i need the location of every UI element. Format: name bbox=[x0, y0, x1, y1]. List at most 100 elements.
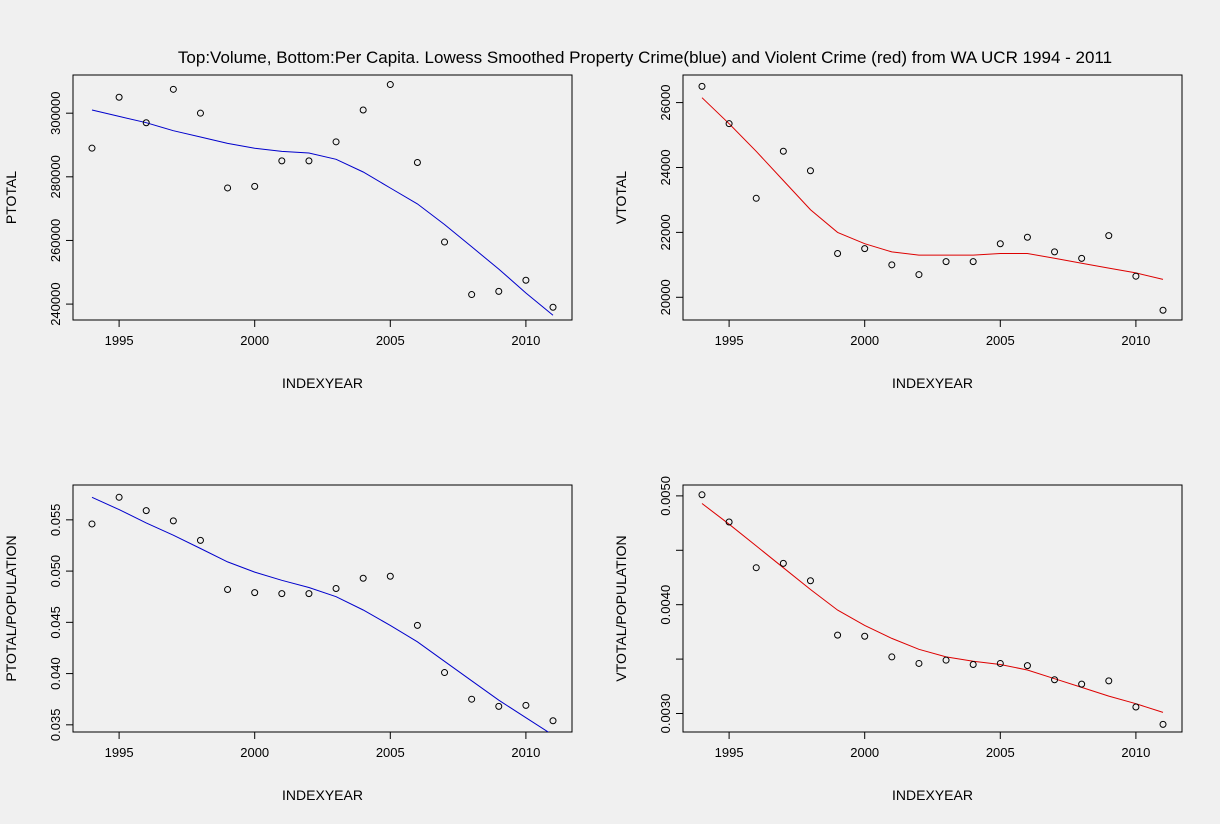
y-tick-label: 26000 bbox=[658, 85, 673, 121]
data-point bbox=[888, 653, 896, 661]
data-point bbox=[1051, 248, 1059, 256]
y-axis-label: PTOTAL bbox=[3, 171, 19, 224]
data-point bbox=[1023, 233, 1031, 241]
data-point bbox=[752, 564, 760, 572]
data-point bbox=[1105, 232, 1113, 240]
data-point bbox=[1023, 662, 1031, 670]
data-point bbox=[1159, 306, 1167, 314]
x-tick-label: 1995 bbox=[105, 745, 134, 760]
y-tick-label: 0.045 bbox=[48, 606, 63, 639]
lowess-line bbox=[701, 97, 1164, 280]
chart-ptotal: 1995 2000 2005 2010 240000 260000 280000 300000… bbox=[3, 74, 573, 391]
data-point bbox=[698, 82, 706, 90]
data-point bbox=[725, 518, 733, 526]
chart-vpercap: 1995 2000 2005 2010 0.0030 0.0040 0.0050 INDEXY… bbox=[613, 476, 1183, 803]
data-point bbox=[861, 245, 869, 253]
y-tick-label: 0.0050 bbox=[658, 476, 673, 516]
data-point bbox=[251, 589, 259, 597]
data-point bbox=[834, 249, 842, 257]
x-tick-label: 2005 bbox=[986, 745, 1015, 760]
data-point bbox=[332, 585, 340, 593]
x-tick-label: 1995 bbox=[105, 333, 134, 348]
data-point bbox=[834, 631, 842, 639]
x-tick-label: 1995 bbox=[715, 333, 744, 348]
data-point bbox=[305, 590, 313, 598]
y-tick-label: 0.055 bbox=[48, 504, 63, 537]
data-point bbox=[359, 574, 367, 582]
data-point bbox=[806, 577, 814, 585]
lowess-line bbox=[91, 496, 550, 732]
data-point bbox=[251, 182, 259, 190]
data-point bbox=[915, 271, 923, 279]
x-axis-label: INDEXYEAR bbox=[892, 375, 973, 391]
x-tick-label: 2000 bbox=[850, 745, 879, 760]
data-point bbox=[88, 144, 96, 152]
y-tick-label: 22000 bbox=[658, 214, 673, 250]
plot-frame bbox=[72, 74, 573, 321]
y-tick-label: 280000 bbox=[48, 155, 63, 198]
y-tick-label: 240000 bbox=[48, 282, 63, 325]
figure-title: Top:Volume, Bottom:Per Capita. Lowess Sm… bbox=[178, 48, 1112, 67]
y-axis-label: PTOTAL/POPULATION bbox=[3, 535, 19, 681]
data-point bbox=[305, 157, 313, 165]
data-point bbox=[169, 85, 177, 93]
data-point bbox=[224, 184, 232, 192]
x-tick-label: 1995 bbox=[715, 745, 744, 760]
data-point bbox=[413, 159, 421, 166]
data-point bbox=[725, 120, 733, 128]
y-axis-label: VTOTAL bbox=[613, 171, 629, 224]
plot-frame bbox=[682, 74, 1183, 321]
y-tick-label: 0.0030 bbox=[658, 694, 673, 734]
data-point bbox=[142, 507, 150, 515]
data-point bbox=[224, 586, 232, 594]
data-point bbox=[1105, 677, 1113, 685]
x-tick-label: 2010 bbox=[1121, 333, 1150, 348]
y-tick-label: 20000 bbox=[658, 279, 673, 315]
data-point bbox=[522, 701, 530, 709]
y-tick-label: 24000 bbox=[658, 149, 673, 185]
y-tick-label: 260000 bbox=[48, 219, 63, 262]
data-point bbox=[441, 669, 449, 677]
data-point bbox=[915, 659, 923, 667]
data-point bbox=[441, 238, 449, 246]
data-point bbox=[698, 491, 706, 499]
data-point bbox=[495, 287, 503, 295]
data-point bbox=[278, 157, 286, 165]
chart-vtotal: 1995 2000 2005 2010 20000 22000 24000 26000 INDE… bbox=[613, 74, 1183, 391]
lowess-line bbox=[91, 109, 554, 316]
data-point bbox=[779, 559, 787, 567]
data-point bbox=[468, 695, 476, 703]
data-point bbox=[942, 258, 950, 266]
x-tick-label: 2000 bbox=[850, 333, 879, 348]
x-tick-label: 2010 bbox=[511, 745, 540, 760]
data-point bbox=[779, 147, 787, 155]
data-point bbox=[115, 93, 123, 101]
y-tick-label: 0.050 bbox=[48, 555, 63, 588]
data-point bbox=[278, 590, 286, 598]
data-point bbox=[196, 536, 204, 544]
data-point bbox=[386, 81, 394, 89]
data-point bbox=[888, 261, 896, 269]
data-point bbox=[1159, 720, 1167, 728]
lowess-line bbox=[701, 503, 1164, 713]
chart-ppercap: 1995 2000 2005 2010 0.035 0.040 0.045 0.050 0.05… bbox=[3, 484, 573, 803]
data-point bbox=[495, 702, 503, 710]
data-point bbox=[969, 258, 977, 266]
y-axis-label: VTOTAL/POPULATION bbox=[613, 535, 629, 681]
data-point bbox=[115, 493, 123, 501]
data-point bbox=[861, 632, 869, 640]
data-point bbox=[969, 661, 977, 669]
data-point bbox=[196, 109, 204, 117]
data-point bbox=[1051, 676, 1059, 684]
x-tick-label: 2005 bbox=[376, 333, 405, 348]
x-tick-label: 2005 bbox=[986, 333, 1015, 348]
data-point bbox=[806, 167, 814, 175]
data-point bbox=[996, 659, 1004, 667]
x-tick-label: 2010 bbox=[1121, 745, 1150, 760]
data-point bbox=[468, 291, 476, 299]
y-tick-label: 0.040 bbox=[48, 657, 63, 690]
data-point bbox=[752, 194, 760, 202]
x-axis-label: INDEXYEAR bbox=[892, 787, 973, 803]
